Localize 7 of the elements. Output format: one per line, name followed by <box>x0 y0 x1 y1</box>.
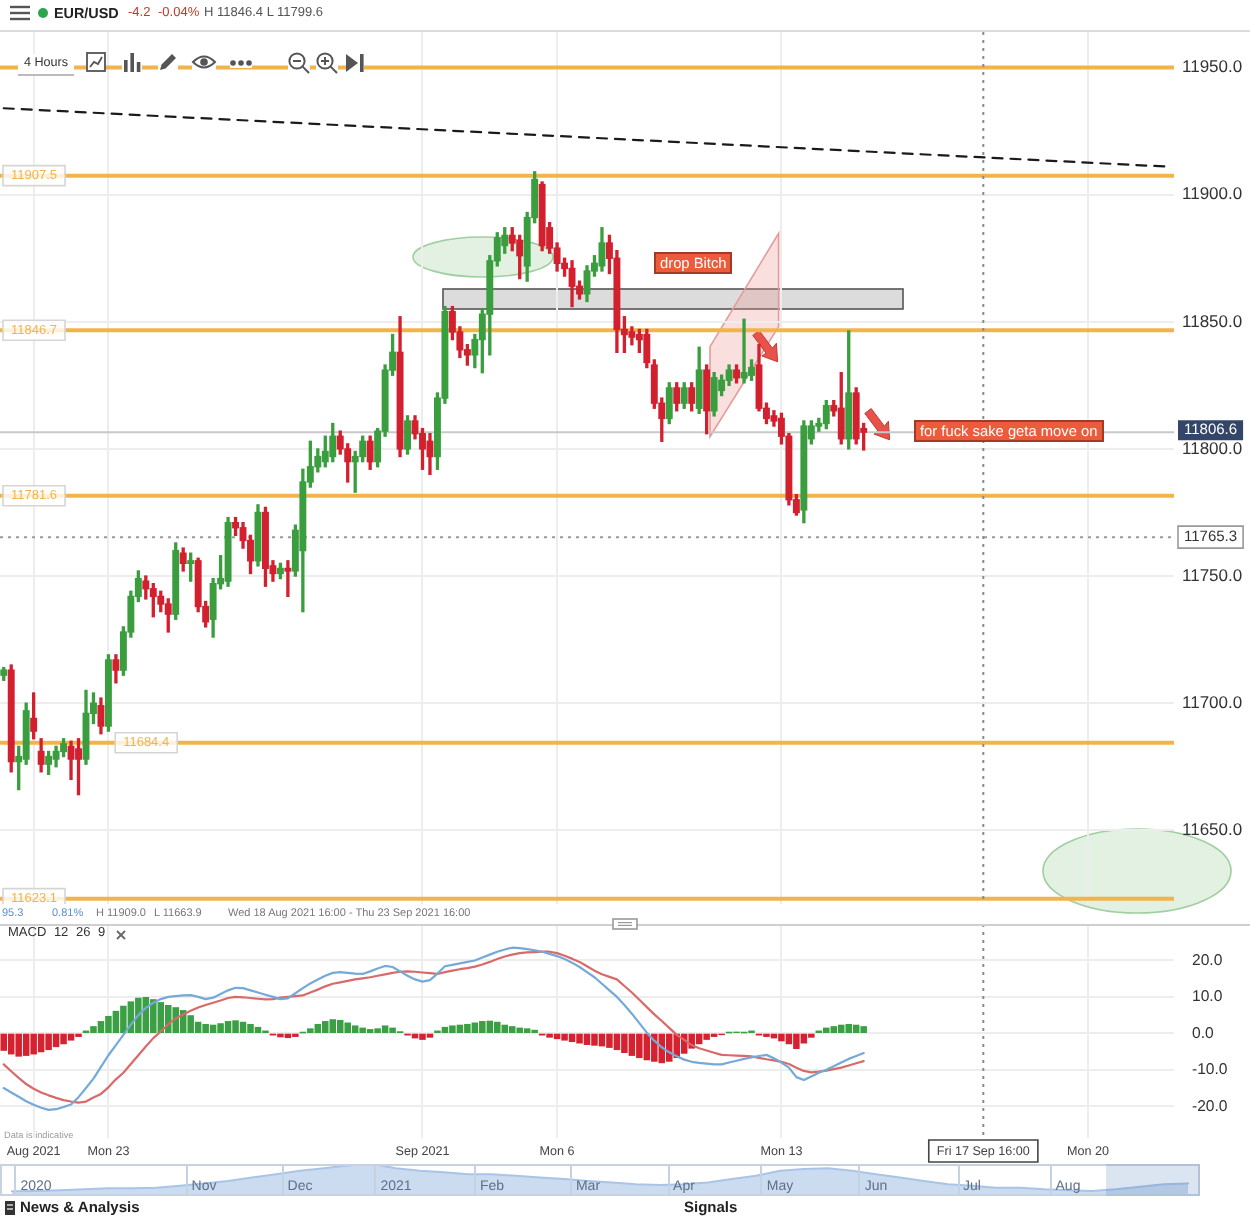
y-tick-label: 11850.0 <box>1182 310 1243 331</box>
y-tick-label: 11750.0 <box>1182 564 1243 585</box>
y-tick-label: 11900.0 <box>1182 183 1243 204</box>
y-tick-label: 11650.0 <box>1182 818 1243 839</box>
y-tick-label: 11700.0 <box>1182 691 1243 712</box>
y-tick-label: 11800.0 <box>1182 437 1243 458</box>
y-tick-label: 11950.0 <box>1182 56 1243 77</box>
